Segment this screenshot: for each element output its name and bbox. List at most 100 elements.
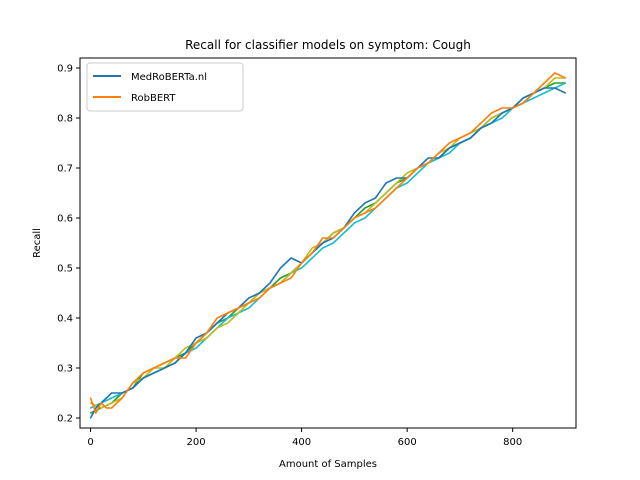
series-1-point (512, 107, 514, 109)
series-4-point (406, 172, 408, 174)
x-tick-label: 600 (398, 437, 417, 448)
series-1-point (279, 282, 282, 284)
y-tick-label: 0.6 (57, 214, 73, 225)
series-0-point (480, 127, 482, 129)
series-1-point (216, 317, 218, 319)
series-4-point (554, 77, 556, 79)
legend-label-medroberta: MedRoBERTa.nl (131, 72, 207, 83)
series-1 (89, 72, 567, 414)
series-3-point (533, 97, 535, 99)
series-4-point (89, 402, 92, 404)
series-1-point (332, 237, 334, 239)
chart-title: Recall for classifier models on symptom:… (185, 38, 471, 52)
x-tick-label: 200 (187, 437, 206, 448)
series-1-point (406, 177, 408, 179)
series-3-point (248, 307, 250, 309)
series-0-point (353, 212, 355, 214)
series-1-point (543, 82, 545, 84)
series-4-point (311, 247, 313, 249)
series-1-point (89, 397, 92, 399)
series-1-point (311, 252, 313, 254)
series-0-point (195, 337, 197, 339)
axes-frame (79, 57, 577, 429)
series-3-point (227, 317, 229, 319)
series-0-point (290, 257, 292, 259)
series-1-point (290, 277, 292, 279)
series-4-point (385, 192, 387, 194)
series-4-point (374, 202, 377, 204)
series-0-point (385, 182, 387, 184)
series-2-point (554, 82, 556, 84)
series-2-point (364, 207, 366, 209)
series-0-point (111, 392, 113, 394)
series-0-point (248, 297, 250, 299)
series-1-point (163, 362, 166, 364)
series-1-point (142, 372, 144, 374)
series-0-point (522, 97, 524, 99)
series-0-point (396, 177, 398, 179)
series-1-point (111, 407, 113, 409)
series-3-point (195, 347, 197, 349)
series-3-point (301, 267, 303, 269)
series-1-point (501, 107, 503, 109)
series-4-point (332, 232, 334, 234)
series-3-point (322, 247, 324, 249)
series-1-point (343, 227, 345, 229)
series-0-point (121, 392, 123, 394)
series-0-point (459, 142, 461, 144)
series-2-point (279, 277, 282, 279)
series-1-point (258, 297, 260, 299)
series-1-point (469, 132, 472, 134)
series-0-point (364, 202, 366, 204)
series-1-point (427, 162, 429, 164)
y-tick-label: 0.8 (57, 114, 73, 125)
series-1-point (174, 357, 176, 359)
series-1-point (554, 72, 556, 74)
series-1-point (396, 187, 398, 189)
series-4-point (290, 272, 292, 274)
y-axis-label: Recall (32, 228, 43, 258)
series-0-point (95, 407, 97, 409)
series-0-point (448, 147, 450, 149)
series-1-point (237, 307, 239, 309)
series-1-point (438, 152, 440, 154)
series-0-point (105, 397, 107, 399)
series-0-point (469, 137, 472, 139)
series-0-point (374, 197, 377, 199)
series-0-point (501, 112, 503, 114)
series-3-point (406, 182, 408, 184)
y-tick-label: 0.2 (57, 414, 73, 425)
series-0-point (89, 417, 92, 419)
series-3-point (501, 117, 503, 119)
series-4-point (184, 347, 187, 349)
y-tick-label: 0.3 (57, 364, 73, 375)
series-1-point (227, 312, 229, 314)
series-1-point (105, 407, 107, 409)
series-1-point (206, 332, 208, 334)
series-line-1 (89, 72, 566, 414)
series-0-point (142, 377, 144, 379)
y-tick-label: 0.7 (57, 164, 73, 175)
series-1-point (100, 402, 102, 404)
x-tick-label: 0 (87, 437, 93, 448)
series-0-point (438, 157, 440, 159)
series-1-point (417, 167, 419, 169)
series-4-point (100, 407, 102, 409)
series-0-point (216, 322, 218, 324)
series-1-point (269, 287, 271, 289)
series-3-point (448, 152, 450, 154)
series-1-point (153, 367, 155, 369)
series-0-point (269, 282, 271, 284)
series-3-point (417, 172, 419, 174)
series-0-point (554, 87, 556, 89)
x-tick-label: 400 (292, 437, 311, 448)
y-tick-label: 0.4 (57, 314, 73, 325)
legend-box (86, 62, 244, 112)
series-0-point (184, 352, 187, 354)
series-4-point (206, 337, 208, 339)
series-1-point (195, 342, 197, 344)
series-1-point (564, 77, 567, 79)
series-1-point (248, 302, 250, 304)
x-tick-label: 800 (503, 437, 522, 448)
